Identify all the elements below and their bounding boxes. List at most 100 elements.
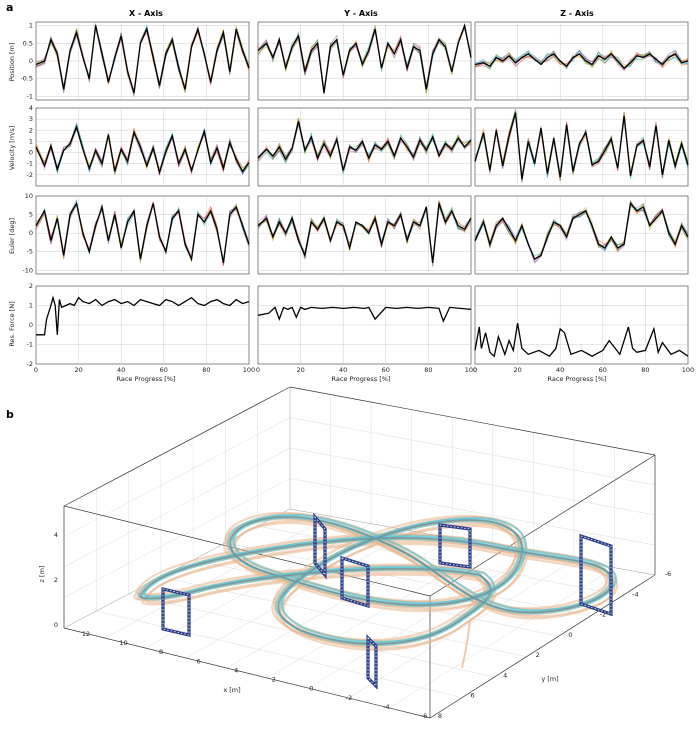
xtick-label: 40 — [556, 366, 564, 374]
ytick-label: 1 — [29, 137, 33, 145]
ytick-label: -1 — [27, 160, 33, 168]
gate-2 — [340, 555, 370, 609]
b-ytick-label: 4 — [503, 671, 507, 679]
row-ylabel-euler: Euler [deg] — [8, 218, 16, 254]
floor-grid-line — [389, 567, 615, 709]
xtick-label: 0 — [473, 366, 477, 374]
col-title-z: Z - Axis — [560, 9, 594, 18]
xtick-label: 60 — [160, 366, 168, 374]
floor-grid-line — [225, 542, 591, 617]
xtick-label: 0 — [34, 366, 38, 374]
reference-line — [35, 201, 250, 264]
trajectory-exit — [461, 619, 471, 669]
gate-3 — [438, 523, 472, 569]
b-xlabel: x [m] — [223, 686, 240, 694]
ytick-label: -2 — [27, 171, 33, 179]
panel-b-3d-plot: 12 10 8 6 4 2 0 -2 -4 -6 -6 -4 -2 0 2 4 6 8 4 2 0 x [m] y [m… — [38, 386, 671, 720]
panel-b-label: b — [6, 408, 14, 421]
b-zlabel: z [m] — [38, 566, 46, 583]
gate-frame — [438, 523, 472, 569]
b-xtick-label: 8 — [159, 648, 163, 656]
ytick-label: 0 — [29, 229, 33, 237]
wall-grid-line — [289, 478, 656, 546]
b-tick-labels: 12 10 8 6 4 2 0 -2 -4 -6 -6 -4 -2 0 2 4 6 8 4 2 0 — [54, 531, 671, 720]
row-ylabel-force: Res. Force [N] — [8, 301, 16, 346]
ytick-label: 0 — [29, 149, 33, 157]
reference-line — [257, 23, 472, 93]
row-ylabels: Position [m] Velocity [m/s] Euler [deg] … — [8, 43, 16, 347]
subplot-r0-c1 — [257, 21, 472, 101]
subplot-r0-c0: 1 0.5 0 -0.5 -1 — [20, 22, 250, 100]
reference-line — [474, 53, 689, 69]
trajectory-reference — [139, 516, 613, 645]
xtick-label: 60 — [382, 366, 390, 374]
gate-checker — [162, 588, 190, 636]
reference-line — [257, 121, 472, 171]
reference-line — [36, 295, 250, 336]
b-xtick-label: 10 — [119, 639, 127, 647]
ytick-label: 1 — [29, 22, 33, 30]
b-ztick-label: 0 — [54, 621, 58, 629]
xtick-label: 100 — [682, 366, 694, 374]
run-line — [474, 203, 689, 261]
wall-grid-line — [63, 417, 291, 537]
b-ytick-label: -2 — [600, 611, 606, 619]
gate-checker — [580, 535, 612, 615]
trajectory-run-warm — [141, 512, 617, 643]
column-titles: X - Axis Y - Axis Z - Axis — [129, 9, 594, 18]
subplot-r1-c0: 4 3 2 1 0 -1 -2 — [27, 104, 250, 187]
ytick-label: 10 — [25, 192, 33, 200]
ytick-label: 4 — [29, 104, 33, 112]
ytick-label: 3 — [29, 115, 33, 123]
subplot-r3-c2: 0 20 40 60 80 100 — [473, 285, 694, 374]
b-ytick-label: 0 — [568, 631, 572, 639]
trajectory-run-warm — [140, 521, 616, 652]
b-xtick-label: -2 — [346, 694, 352, 702]
reference-line — [474, 112, 689, 180]
xlabel-col-y: Race Progress [%] — [331, 375, 390, 383]
b-ztick-label: 2 — [54, 576, 58, 584]
ytick-label: -0.5 — [20, 75, 33, 83]
subplot-r3-c0: 210-1-20 20 40 60 80 100 — [27, 282, 256, 374]
ytick-label: 2 — [29, 282, 33, 290]
wall-grid-line — [63, 478, 291, 598]
b-xtick-label: 4 — [234, 666, 238, 674]
b-xtick-label: -4 — [383, 703, 389, 711]
col-title-x: X - Axis — [129, 9, 163, 18]
b-ytick-label: 2 — [536, 651, 540, 659]
ytick-label: -1 — [27, 341, 33, 349]
b-xtick-label: 12 — [82, 630, 90, 638]
panel-a-xlabels: Race Progress [%] Race Progress [%] Race… — [116, 375, 606, 383]
box-edge — [429, 574, 656, 719]
row-ylabel-position: Position [m] — [8, 43, 16, 82]
b-xtick-label: -6 — [421, 712, 427, 720]
subplot-frame — [474, 195, 689, 275]
wall-grid-line — [289, 417, 656, 486]
ytick-label: 5 — [29, 211, 33, 219]
xtick-label: 20 — [296, 366, 304, 374]
subplot-r2-c2 — [474, 195, 689, 275]
xlabel-col-x: Race Progress [%] — [116, 375, 175, 383]
xtick-label: 100 — [465, 366, 477, 374]
b-gates — [161, 512, 613, 690]
ytick-label: -5 — [27, 248, 33, 256]
reference-line — [257, 306, 472, 323]
b-ztick-label: 4 — [54, 531, 58, 539]
gate-4 — [579, 533, 613, 617]
subplot-r2-c1 — [257, 195, 472, 275]
gate-checker — [367, 637, 377, 687]
reference-line — [257, 203, 472, 263]
panel-a-label: a — [6, 1, 13, 14]
subplot-frame — [35, 107, 250, 187]
b-ytick-label: -4 — [632, 590, 638, 598]
subplot-r2-c0: 10 5 0 -5 -10 — [22, 192, 250, 275]
ytick-label: 1 — [29, 302, 33, 310]
wall-grid-line — [63, 447, 291, 568]
ytick-label: 2 — [29, 126, 33, 134]
xtick-label: 80 — [641, 366, 649, 374]
ytick-label: -10 — [22, 266, 33, 274]
xtick-label: 80 — [202, 366, 210, 374]
trajectory-run-cool — [142, 513, 618, 644]
box-edge — [289, 386, 656, 456]
